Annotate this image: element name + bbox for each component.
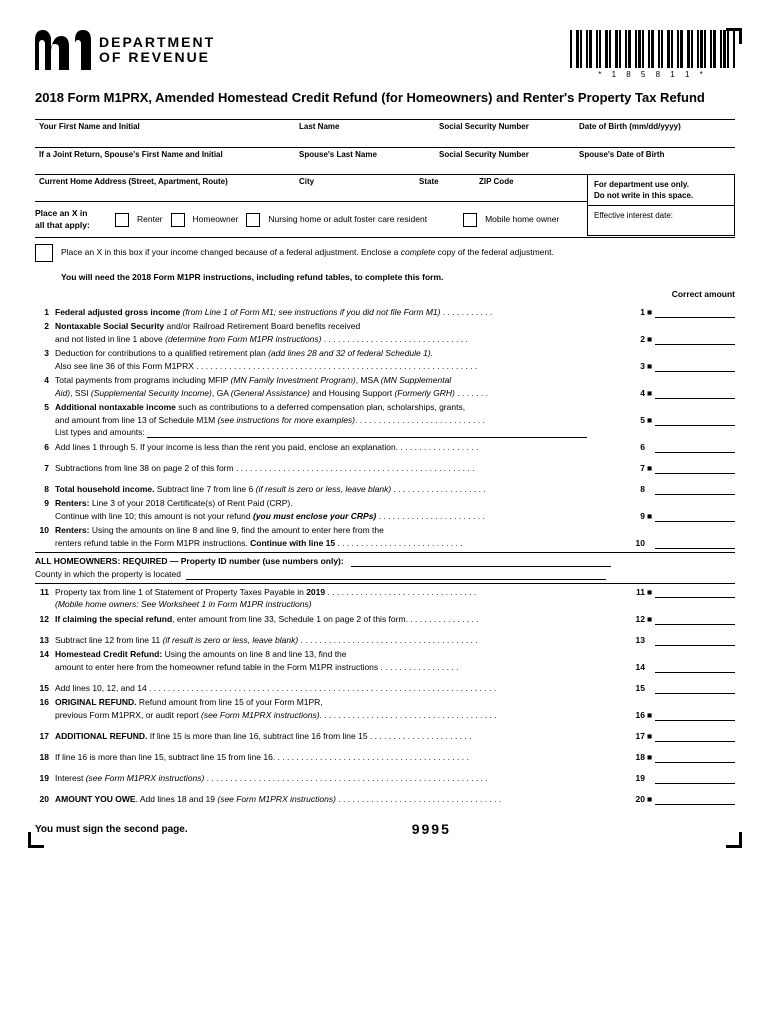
line-19: 19Interest (see Form M1PRX instructions)…: [35, 770, 735, 785]
line-5-types-input[interactable]: [147, 428, 587, 438]
line-4: 4Total payments from programs including …: [35, 373, 735, 387]
address-label: Current Home Address (Street, Apartment,…: [35, 175, 295, 201]
correct-amount-header: Correct amount: [35, 285, 735, 304]
mobile-checkbox[interactable]: [463, 213, 477, 227]
spouse-ssn-label: Social Security Number: [435, 148, 575, 174]
line-5: 5Additional nontaxable income such as co…: [35, 400, 735, 414]
barcode-number: * 1 8 5 8 1 1 *: [570, 70, 735, 80]
first-name-label: Your First Name and Initial: [35, 120, 295, 146]
property-id-input[interactable]: [351, 557, 611, 567]
line-8-input[interactable]: [655, 483, 735, 495]
city-label: City: [295, 175, 415, 201]
last-name-label: Last Name: [295, 120, 435, 146]
line-5-input[interactable]: [655, 414, 735, 426]
effective-date-label: Effective interest date:: [587, 206, 735, 236]
line-9-input[interactable]: [655, 510, 735, 522]
line-17: 17ADDITIONAL REFUND. If line 15 is more …: [35, 728, 735, 743]
federal-adj-checkbox[interactable]: [35, 244, 53, 262]
dept-use-box: For department use only. Do not write in…: [587, 174, 735, 206]
county-input[interactable]: [186, 570, 606, 580]
line-3-input[interactable]: [655, 360, 735, 372]
line-14-input[interactable]: [655, 661, 735, 673]
sign-note: You must sign the second page.: [35, 823, 188, 836]
line-18-input[interactable]: [655, 751, 735, 763]
state-label: State: [415, 175, 475, 201]
instructions-note: You will need the 2018 Form M1PR instruc…: [35, 268, 735, 285]
dob-label: Date of Birth (mm/dd/yyyy): [575, 120, 735, 146]
form-code: 9995: [412, 820, 451, 838]
line-4-input[interactable]: [655, 387, 735, 399]
line-12: 12If claiming the special refund, enter …: [35, 611, 735, 626]
nursing-checkbox[interactable]: [246, 213, 260, 227]
line-2: 2Nontaxable Social Security and/or Railr…: [35, 319, 735, 333]
line-8: 8Total household income. Subtract line 7…: [35, 481, 735, 496]
line-15-input[interactable]: [655, 682, 735, 694]
line-15: 15Add lines 10, 12, and 14 . . . . . . .…: [35, 680, 735, 695]
spouse-dob-label: Spouse's Date of Birth: [575, 148, 735, 174]
line-16: 16ORIGINAL REFUND. Refund amount from li…: [35, 695, 735, 709]
spouse-first-label: If a Joint Return, Spouse's First Name a…: [35, 148, 295, 174]
line-20-input[interactable]: [655, 793, 735, 805]
logo: DEPARTMENT OF REVENUE: [35, 30, 215, 70]
line-18: 18If line 16 is more than line 15, subtr…: [35, 749, 735, 764]
footer: You must sign the second page. 9995: [35, 820, 735, 838]
barcode: * 1 8 5 8 1 1 *: [570, 30, 735, 80]
line-12-input[interactable]: [655, 613, 735, 625]
line-11: 11Property tax from line 1 of Statement …: [35, 584, 735, 599]
taxpayer-row: Your First Name and Initial Last Name So…: [35, 119, 735, 146]
line-20: 20AMOUNT YOU OWE. Add lines 18 and 19 (s…: [35, 791, 735, 806]
line-10: 10Renters: Using the amounts on line 8 a…: [35, 523, 735, 537]
renter-checkbox[interactable]: [115, 213, 129, 227]
federal-adj-row: Place an X in this box if your income ch…: [35, 238, 735, 268]
line-19-input[interactable]: [655, 772, 735, 784]
form-title: 2018 Form M1PRX, Amended Homestead Credi…: [35, 90, 735, 107]
line-13-input[interactable]: [655, 634, 735, 646]
line-3: 3Deduction for contributions to a qualif…: [35, 346, 735, 360]
filing-status-row: Place an X inall that apply: Renter Home…: [35, 202, 587, 236]
spouse-row: If a Joint Return, Spouse's First Name a…: [35, 147, 735, 174]
page-header: DEPARTMENT OF REVENUE * 1 8 5 8 1 1 *: [35, 30, 735, 80]
line-10-input[interactable]: [655, 537, 735, 549]
mn-logo-icon: [35, 30, 91, 70]
address-row: Current Home Address (Street, Apartment,…: [35, 174, 587, 202]
homeowner-checkbox[interactable]: [171, 213, 185, 227]
line-2-input[interactable]: [655, 333, 735, 345]
line-1: 1 Federal adjusted gross income (from Li…: [35, 304, 735, 319]
line-9: 9Renters: Line 3 of your 2018 Certificat…: [35, 496, 735, 510]
line-7-input[interactable]: [655, 462, 735, 474]
homeowners-section: ALL HOMEOWNERS: REQUIRED — Property ID n…: [35, 552, 735, 584]
line-11-input[interactable]: [655, 586, 735, 598]
zip-label: ZIP Code: [475, 175, 587, 201]
dept-line2: OF REVENUE: [99, 50, 215, 65]
line-6-input[interactable]: [655, 441, 735, 453]
spouse-last-label: Spouse's Last Name: [295, 148, 435, 174]
line-7: 7Subtractions from line 38 on page 2 of …: [35, 460, 735, 475]
ssn-label: Social Security Number: [435, 120, 575, 146]
line-17-input[interactable]: [655, 730, 735, 742]
line-16-input[interactable]: [655, 709, 735, 721]
dept-line1: DEPARTMENT: [99, 35, 215, 50]
line-6: 6Add lines 1 through 5. If your income i…: [35, 439, 735, 454]
line-14: 14Homestead Credit Refund: Using the amo…: [35, 647, 735, 661]
line-13: 13Subtract line 12 from line 11 (if resu…: [35, 632, 735, 647]
line-1-input[interactable]: [655, 306, 735, 318]
